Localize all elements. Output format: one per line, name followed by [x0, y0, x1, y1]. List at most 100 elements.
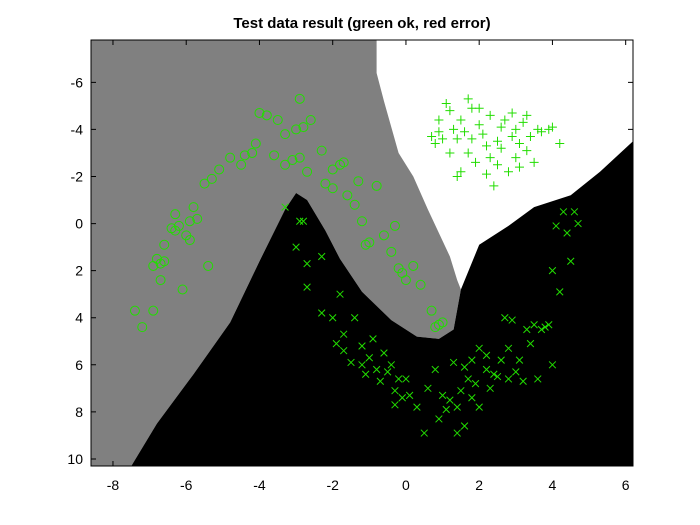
circle-marker	[357, 216, 367, 227]
plus-marker	[452, 134, 462, 144]
x-marker	[504, 344, 513, 353]
x-marker	[545, 321, 553, 329]
x-tick-label: -4	[253, 477, 266, 493]
x-marker	[369, 335, 377, 343]
circle-marker	[327, 164, 338, 175]
x-marker	[559, 208, 568, 216]
y-tick-label: 4	[75, 310, 83, 326]
x-marker	[336, 290, 344, 298]
x-marker	[574, 219, 582, 228]
x-marker	[435, 415, 443, 423]
x-marker	[361, 370, 370, 378]
circle-marker	[280, 159, 291, 170]
x-tick-label: -2	[326, 477, 339, 493]
y-tick-label: 8	[75, 404, 83, 420]
circle-marker	[316, 145, 327, 156]
x-marker	[534, 375, 542, 383]
x-marker	[482, 365, 491, 374]
x-marker	[453, 403, 461, 411]
circle-marker	[159, 256, 170, 267]
circle-marker	[327, 183, 338, 194]
plus-marker	[485, 153, 495, 163]
plus-marker	[547, 122, 557, 132]
x-marker	[413, 403, 421, 411]
circle-marker	[159, 239, 170, 250]
x-marker	[530, 321, 538, 329]
x-marker	[475, 403, 483, 411]
plot-frame	[90, 39, 634, 467]
x-marker	[391, 386, 399, 395]
circle-marker	[192, 213, 203, 224]
plus-marker	[482, 141, 492, 151]
plus-marker	[493, 160, 502, 170]
plus-marker	[478, 129, 488, 139]
y-tick-label: -6	[71, 74, 84, 90]
x-marker	[281, 203, 289, 211]
circle-marker	[239, 150, 250, 161]
x-marker	[460, 363, 469, 371]
circle-marker	[371, 180, 382, 191]
x-tick-label: -6	[180, 477, 193, 493]
x-marker	[350, 313, 359, 322]
circle-marker	[426, 305, 437, 316]
x-marker	[471, 379, 480, 388]
plus-marker	[514, 162, 524, 172]
plus-marker	[507, 108, 517, 118]
x-tick-label: 2	[475, 477, 483, 493]
x-marker	[438, 391, 447, 400]
x-marker	[468, 394, 476, 402]
y-tick-label: 2	[75, 263, 83, 279]
x-marker	[358, 342, 366, 350]
x-marker	[420, 429, 428, 437]
x-marker	[508, 316, 516, 324]
circle-marker	[298, 122, 309, 133]
x-marker	[464, 375, 472, 383]
x-marker	[552, 222, 560, 230]
circle-marker	[184, 235, 195, 246]
x-marker	[376, 377, 385, 385]
x-marker	[563, 229, 571, 237]
plus-marker	[441, 99, 451, 109]
y-tick-label: 6	[75, 357, 83, 373]
circle-marker	[261, 110, 272, 121]
x-marker	[402, 375, 410, 383]
circle-marker	[437, 317, 448, 328]
plus-marker	[529, 157, 539, 167]
plus-marker	[511, 153, 521, 163]
x-marker	[317, 309, 326, 317]
x-marker	[303, 283, 311, 291]
plus-marker	[518, 117, 528, 127]
plus-marker	[430, 139, 440, 149]
y-axis: -6 -4 -2 0 2 4 6 8 10	[67, 74, 633, 467]
x-marker	[332, 339, 341, 348]
data-markers	[129, 93, 582, 437]
x-marker	[383, 368, 392, 376]
plus-marker	[427, 131, 437, 141]
x-marker	[548, 266, 557, 275]
x-marker	[482, 351, 491, 360]
plus-marker	[463, 94, 473, 104]
circle-marker	[129, 305, 140, 316]
plus-marker	[489, 181, 499, 191]
plus-marker	[507, 131, 517, 141]
x-marker	[468, 356, 476, 364]
circle-marker	[148, 305, 159, 316]
x-tick-label: 0	[402, 477, 410, 493]
x-marker	[339, 346, 348, 355]
x-marker	[398, 394, 407, 402]
plus-marker	[485, 110, 495, 120]
plus-marker	[536, 127, 546, 137]
x-marker	[497, 356, 505, 364]
x-marker	[372, 365, 381, 374]
x-marker	[299, 217, 308, 225]
circle-marker	[294, 93, 305, 104]
circle-marker	[155, 275, 166, 286]
x-marker	[523, 325, 531, 334]
plus-marker	[438, 134, 448, 144]
circle-marker	[272, 115, 283, 126]
x-marker	[567, 257, 575, 265]
plus-marker	[463, 148, 473, 158]
plus-marker	[522, 146, 532, 156]
x-marker	[446, 396, 454, 404]
plus-marker	[496, 122, 506, 132]
